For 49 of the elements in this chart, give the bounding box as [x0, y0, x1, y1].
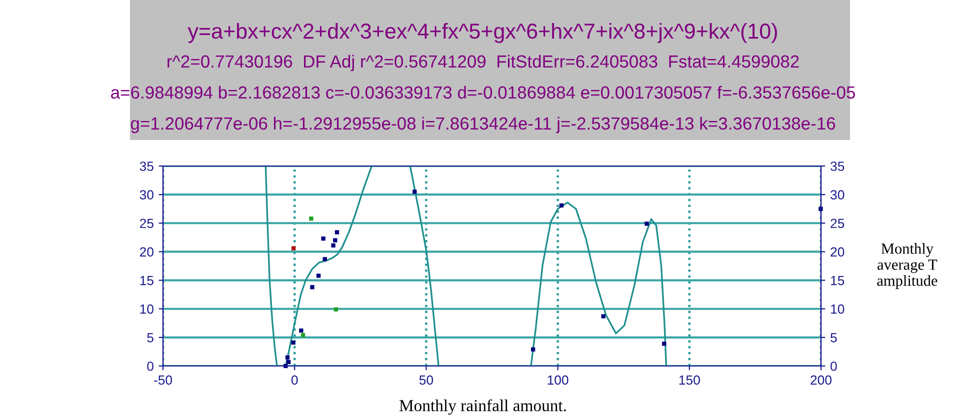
y-tick-label: 25	[140, 218, 154, 228]
point	[310, 285, 314, 290]
y2-tick-label: 0	[830, 362, 837, 371]
y-tick-label: 30	[140, 190, 154, 200]
point	[285, 355, 290, 360]
point	[412, 190, 417, 194]
point	[331, 243, 336, 248]
point	[644, 222, 649, 226]
y2-tick-label: 30	[830, 190, 844, 200]
point	[300, 333, 306, 338]
y2-tick-label: 25	[830, 218, 844, 228]
point	[291, 340, 296, 345]
y2-axis-title: Monthly average T amplitude	[877, 243, 938, 289]
point	[334, 230, 340, 234]
point	[322, 257, 327, 262]
y-tick-label: 15	[140, 276, 154, 286]
y2-tick-label: 15	[831, 276, 844, 286]
y2-tick-label: 35	[830, 162, 844, 171]
chart-title: y=a+bx+cx^2+dx^3+ex^4+fx^5+gx^6+hx^7+ix^8+jx^9+kx^(10)	[188, 22, 777, 44]
point	[559, 203, 564, 208]
point	[662, 342, 666, 346]
y-tick-label: 10	[140, 304, 154, 314]
x-tick-label: 150	[679, 375, 700, 385]
x-tick-label: 0	[291, 375, 298, 385]
y-tick-label: 0	[147, 362, 154, 371]
point	[321, 236, 326, 241]
point	[299, 328, 304, 333]
point	[333, 238, 338, 242]
text: g=1.2064777e-06 h=-1.2912955e-08 i=7.8613424e-11 j=-2.5379584e-13 k=3.3670138e-16	[130, 116, 836, 134]
x-tick-label: -50	[154, 375, 172, 385]
point	[530, 347, 536, 352]
text: a=6.9848994 b=2.1682813 c=-0.036339173 d=-0.01869884 e=0.0017305057 f=-6.3537656e-05	[111, 86, 856, 99]
point	[334, 307, 338, 312]
y2-tick-label: 20	[830, 247, 844, 257]
y-tick-label: 5	[147, 333, 154, 342]
text: r^2=0.77430196 DF Adj r^2=0.56741209 FitStdErr=6.2405083 Fstat=4.4599082	[168, 54, 799, 72]
point	[291, 246, 296, 250]
point	[286, 360, 291, 364]
y-tick-label: 20	[140, 247, 154, 257]
x-tick-label: 100	[548, 375, 568, 385]
y2-tick-label: 5	[830, 333, 837, 342]
point	[316, 274, 321, 278]
x-axis-title: Monthly rainfall amount.	[399, 399, 566, 415]
point	[601, 314, 606, 318]
y-tick-label: 35	[140, 162, 154, 171]
x-tick-label: 50	[419, 375, 434, 385]
y2-tick-label: 10	[831, 304, 844, 314]
point	[309, 216, 314, 221]
x-tick-label: 200	[810, 375, 832, 385]
